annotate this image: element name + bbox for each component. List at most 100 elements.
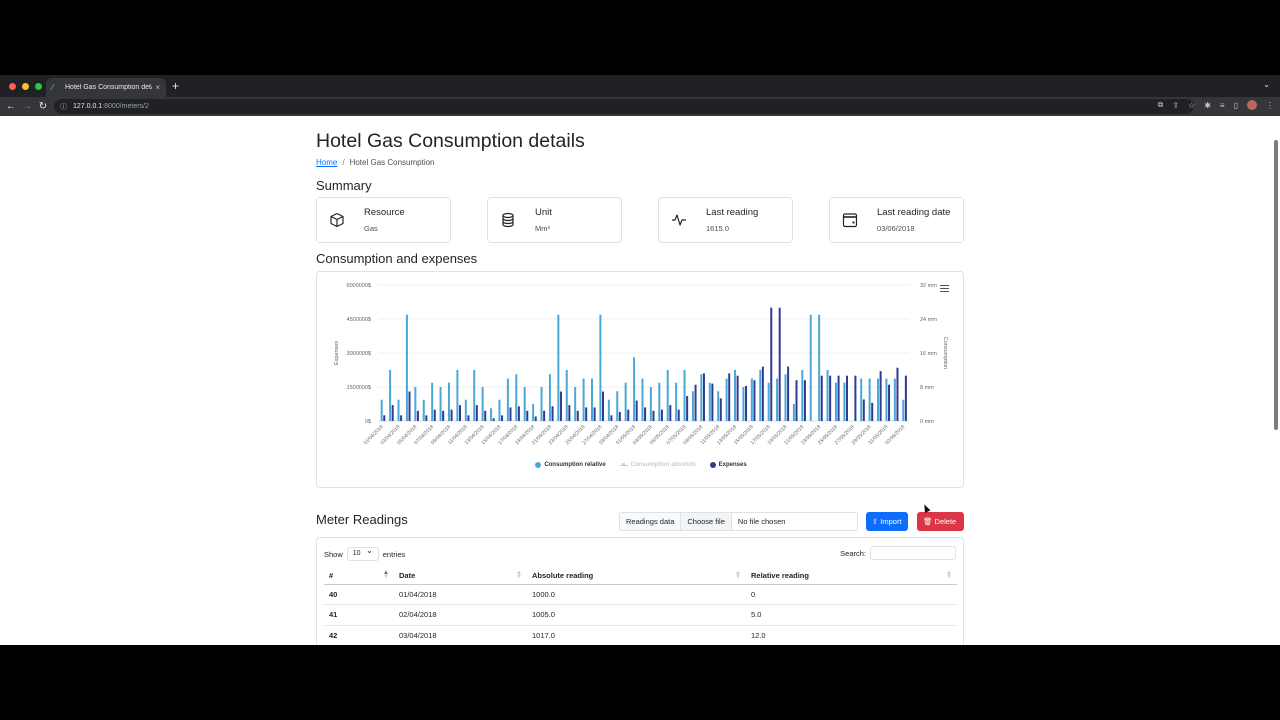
show-label: Show: [324, 549, 343, 559]
site-info-icon[interactable]: ⓘ: [60, 103, 67, 111]
readings-heading: Meter Readings: [316, 512, 408, 527]
summary-card-resource: Resource Gas: [316, 197, 451, 243]
upload-icon: ⇧: [872, 517, 879, 526]
readings-table: # ▲ ▼ Date ▲ ▼ Absolute reading ▲ ▼ Relative r…: [324, 567, 957, 645]
delete-button[interactable]: 🗑 Delete: [917, 512, 964, 531]
cell-relative: 5.0: [746, 604, 957, 626]
file-input-label: Readings data: [620, 513, 682, 530]
extensions-area: ⧉ ⇪ ☆ ✱ ≡ ▯ ⋮: [1158, 100, 1274, 110]
sort-asc-icon: ▲ ▼: [383, 570, 389, 580]
favicon-icon: ⁄: [52, 82, 54, 92]
cell-date: 03/04/2018: [394, 625, 527, 645]
database-icon: [502, 212, 514, 228]
card-label: Unit: [535, 207, 552, 218]
table-row[interactable]: 40 01/04/2018 1000.0 0: [324, 584, 957, 605]
back-arrow-icon[interactable]: ←: [6, 101, 16, 112]
tab-bar: ⁄ Hotel Gas Consumption details × + ⌄: [0, 75, 1280, 97]
summary-card-unit: Unit Mm³: [487, 197, 622, 243]
share-icon[interactable]: ⇪: [1172, 100, 1180, 110]
card-value: 1615.0: [706, 224, 729, 233]
table-row[interactable]: 41 02/04/2018 1005.0 5.0: [324, 604, 957, 626]
legend-consumption-absolute[interactable]: Consumption absolute: [619, 462, 696, 468]
close-window-button[interactable]: [9, 82, 16, 90]
column-header-absolute[interactable]: Absolute reading ▲ ▼: [527, 567, 746, 585]
browser-menu-icon[interactable]: ⋮: [1266, 100, 1274, 110]
import-label: Import: [880, 517, 902, 526]
card-value: 03/06/2018: [877, 224, 915, 233]
column-header-relative[interactable]: Relative reading ▲ ▼: [746, 567, 957, 585]
new-tab-button[interactable]: +: [172, 79, 180, 93]
sort-icon: ▲ ▼: [516, 570, 522, 580]
legend-dot-icon: [535, 462, 542, 468]
svg-text:32 mm: 32 mm: [920, 283, 937, 289]
svg-text:1500000$: 1500000$: [347, 385, 371, 391]
chart-heading: Consumption and expenses: [316, 251, 478, 266]
reload-icon[interactable]: ↻: [38, 101, 48, 112]
breadcrumb: Home / Hotel Gas Consumption: [316, 158, 435, 167]
translate-icon[interactable]: ⧉: [1157, 100, 1164, 109]
tab-title: Hotel Gas Consumption details: [65, 84, 153, 91]
card-value: Gas: [364, 224, 378, 233]
file-input-group: Readings data Choose file No file chosen: [619, 512, 858, 531]
svg-text:0 mm: 0 mm: [920, 419, 934, 425]
forward-arrow-icon[interactable]: →: [22, 101, 32, 112]
legend-expenses[interactable]: Expenses: [709, 462, 747, 468]
breadcrumb-current: Hotel Gas Consumption: [349, 158, 435, 167]
column-header-date[interactable]: Date ▲ ▼: [394, 567, 527, 585]
chart-legend: Consumption relative Consumption absolut…: [317, 462, 965, 468]
breadcrumb-home-link[interactable]: Home: [316, 158, 338, 167]
legend-label: Consumption absolute: [630, 462, 696, 468]
search-input[interactable]: [870, 546, 956, 560]
summary-card-last-reading: Last reading 1615.0: [658, 197, 793, 243]
column-header-id[interactable]: # ▲ ▼: [324, 567, 394, 585]
hamburger-menu-icon[interactable]: [940, 285, 949, 294]
entries-select[interactable]: 10: [346, 545, 379, 561]
page-title: Hotel Gas Consumption details: [316, 130, 585, 152]
card-label: Resource: [364, 207, 405, 218]
svg-text:16 mm: 16 mm: [920, 351, 937, 357]
svg-text:3000000$: 3000000$: [347, 351, 371, 357]
svg-text:6000000$: 6000000$: [347, 283, 371, 289]
address-bar[interactable]: ⓘ 127.0.0.1 :8000/meters/2: [54, 99, 1194, 114]
breadcrumb-separator: /: [342, 158, 345, 167]
table-header-row: # ▲ ▼ Date ▲ ▼ Absolute reading ▲ ▼ Relative r…: [324, 567, 957, 585]
page-scrollbar[interactable]: [1274, 140, 1278, 430]
cell-relative: 0: [746, 584, 957, 605]
bookmark-star-icon[interactable]: ☆: [1188, 100, 1196, 110]
cell-relative: 12.0: [746, 625, 957, 645]
svg-text:4500000$: 4500000$: [347, 317, 371, 323]
page-content: Hotel Gas Consumption details Home / Hotel…: [0, 116, 1280, 645]
import-button[interactable]: ⇧ Import: [866, 512, 908, 531]
legend-consumption-relative[interactable]: Consumption relative: [535, 462, 606, 468]
box-icon: [330, 212, 344, 228]
minimize-window-button[interactable]: [22, 82, 29, 90]
browser-tab[interactable]: ⁄ Hotel Gas Consumption details ×: [46, 78, 166, 97]
card-value: Mm³: [535, 224, 550, 233]
table-row[interactable]: 42 03/04/2018 1017.0 12.0: [324, 625, 957, 645]
tab-search-chevron-icon[interactable]: ⌄: [1263, 80, 1270, 89]
entries-length-control: Show 10 entries: [324, 545, 406, 561]
summary-heading: Summary: [316, 178, 372, 193]
profile-avatar[interactable]: [1247, 100, 1257, 110]
column-label: Relative reading: [751, 570, 809, 580]
extensions-puzzle-icon[interactable]: ✱: [1204, 100, 1211, 110]
search-control: Search:: [840, 546, 956, 560]
maximize-window-button[interactable]: [35, 82, 42, 90]
datatable-controls: Show 10 entries Search:: [324, 545, 956, 561]
svg-text:24 mm: 24 mm: [920, 317, 937, 323]
legend-dot-icon: [709, 462, 716, 468]
close-tab-icon[interactable]: ×: [155, 83, 160, 92]
reading-list-icon[interactable]: ≡: [1219, 100, 1225, 110]
summary-cards: Resource Gas Unit Mm³ Last reading 1615.0 L…: [316, 197, 964, 243]
side-panel-icon[interactable]: ▯: [1233, 100, 1238, 110]
sort-icon: ▲ ▼: [946, 570, 952, 580]
choose-file-button[interactable]: Choose file: [681, 513, 732, 530]
column-label: Absolute reading: [532, 570, 594, 580]
svg-text:0$: 0$: [365, 419, 371, 425]
window-controls: [9, 82, 42, 90]
sort-icon: ▲ ▼: [735, 570, 741, 580]
entries-label: entries: [382, 549, 406, 559]
svg-text:8 mm: 8 mm: [920, 385, 934, 391]
consumption-expenses-chart[interactable]: 0$ 1500000$ 3000000$ 4500000$ 6000000$ 0 mm 8 …: [317, 272, 965, 489]
